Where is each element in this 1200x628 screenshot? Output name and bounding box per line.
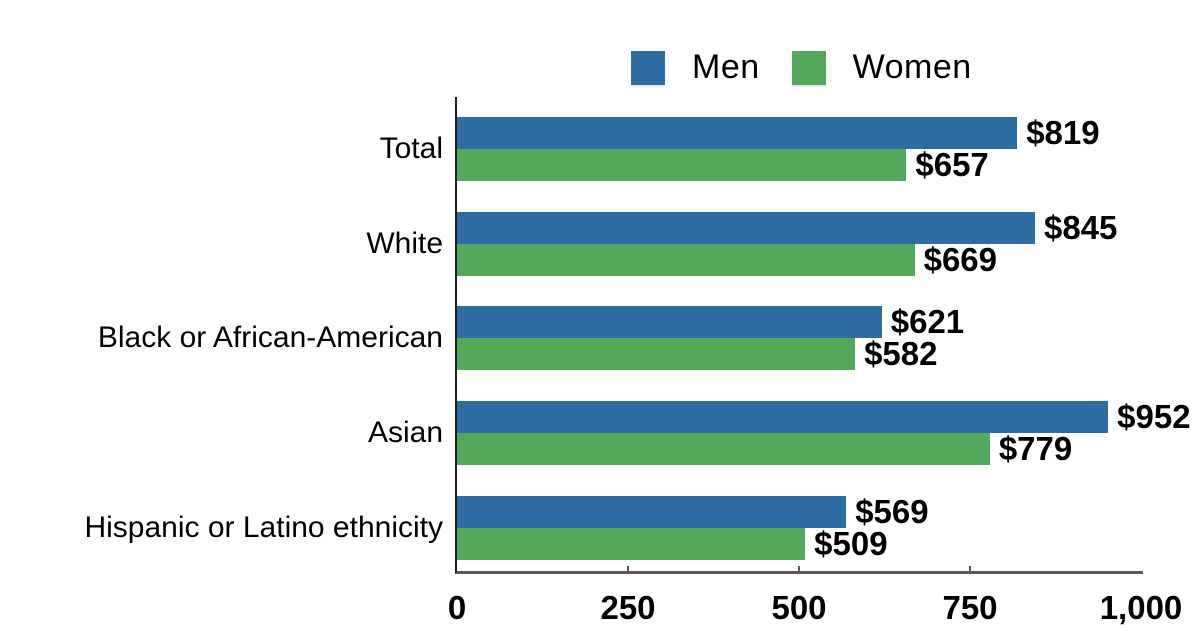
bar-women-3 — [457, 433, 990, 466]
category-label: Total — [379, 132, 443, 165]
plot-area: $819 $657 $845 $669 $621 $582 $952 $779 $569 $509 — [455, 97, 1191, 574]
bar-value-label: $779 — [998, 430, 1073, 468]
legend-entry-men: Men — [631, 48, 760, 87]
women-color-swatch — [791, 50, 826, 85]
bar-value-label: $621 — [890, 303, 965, 341]
bar-value-label: $657 — [915, 146, 989, 183]
category-label: White — [366, 226, 443, 260]
axis-tick-mark — [798, 566, 800, 571]
bar-value-label: $669 — [923, 240, 998, 278]
category-label: Hispanic or Latino ethnicity — [84, 510, 443, 544]
x-tick-label: 0 — [447, 589, 467, 626]
bar-women-1 — [457, 243, 915, 276]
bar-men-3 — [457, 401, 1109, 434]
bar-value-label: $509 — [814, 524, 888, 562]
bar-women-0 — [457, 149, 907, 181]
legend: Men Women — [631, 48, 972, 87]
axis-tick-mark — [627, 566, 629, 571]
legend-label-men: Men — [692, 48, 760, 86]
bar-women-2 — [457, 338, 856, 371]
legend-entry-women: Women — [791, 48, 972, 87]
category-label: Black or African-American — [97, 321, 443, 355]
category-label: Asian — [367, 416, 443, 450]
axis-tick-mark — [969, 566, 971, 571]
bar-women-4 — [457, 527, 806, 560]
bar-men-2 — [457, 306, 882, 339]
bar-value-label: $569 — [855, 492, 929, 530]
bar-value-label: $952 — [1117, 398, 1191, 436]
bar-value-label: $845 — [1043, 208, 1118, 246]
x-tick-label: 500 — [771, 589, 827, 626]
x-tick-label: 1,000 — [1099, 589, 1183, 626]
bar-men-0 — [457, 117, 1018, 149]
men-color-swatch — [631, 50, 665, 85]
legend-label-women: Women — [852, 48, 972, 86]
bar-value-label: $819 — [1026, 114, 1100, 151]
x-tick-label: 750 — [942, 589, 998, 626]
x-tick-label: 250 — [600, 589, 656, 626]
bar-men-4 — [457, 495, 847, 528]
bar-men-1 — [457, 211, 1035, 244]
bar-value-label: $582 — [864, 335, 938, 373]
